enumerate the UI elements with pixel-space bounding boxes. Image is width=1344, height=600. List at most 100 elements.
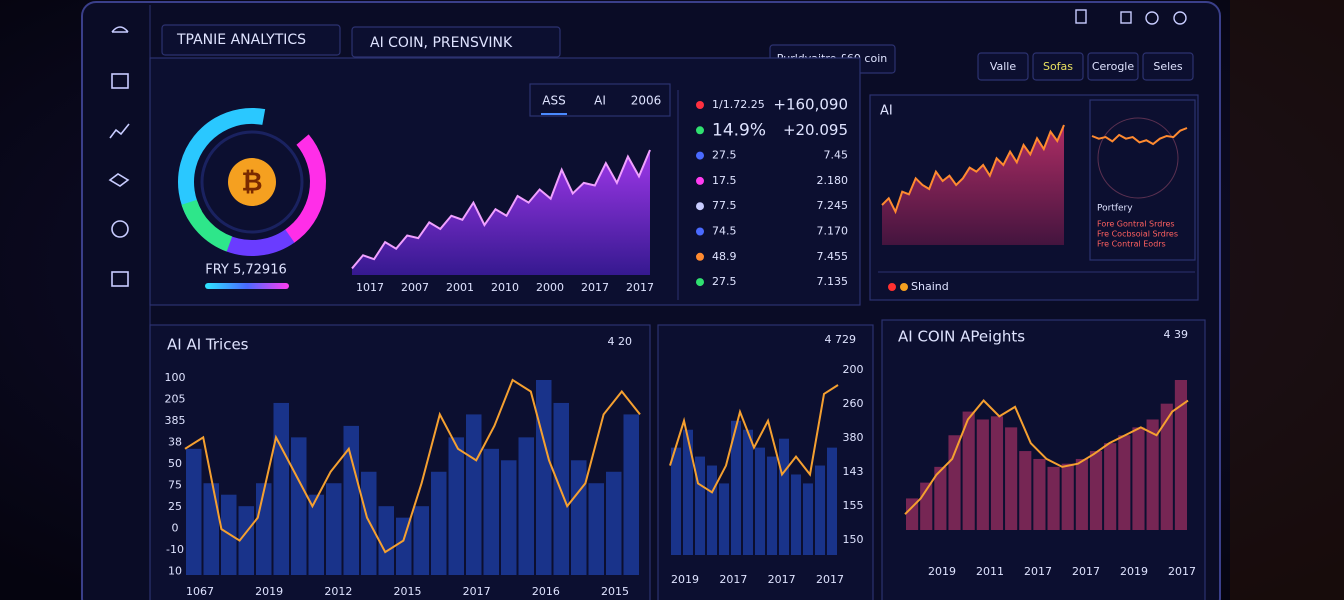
- bar: [906, 498, 919, 530]
- icon: [1075, 9, 1087, 24]
- label: Fre Cocbsoial Srdres: [1097, 230, 1178, 239]
- bar: [1089, 451, 1103, 530]
- icon: [111, 73, 129, 89]
- ticker-value: 2.180: [817, 174, 849, 187]
- sidebar: [108, 26, 130, 287]
- icon: [1145, 11, 1159, 25]
- label: 200: [843, 363, 864, 376]
- bar: [719, 483, 729, 555]
- bar: [767, 456, 777, 555]
- filter-button[interactable]: [1087, 52, 1139, 81]
- ticker-dot: [696, 202, 704, 211]
- ticker-name: 1/1.72.25: [712, 98, 765, 111]
- label: 2019: [671, 573, 699, 586]
- bar: [803, 483, 813, 555]
- coin: [228, 158, 276, 206]
- bar: [606, 471, 622, 575]
- bar: [779, 438, 789, 555]
- panel-title: AI: [880, 104, 893, 119]
- bar: [343, 425, 359, 575]
- label: 155: [843, 499, 864, 512]
- tab[interactable]: [161, 24, 341, 56]
- line: [1091, 127, 1188, 146]
- bar: [1019, 451, 1032, 530]
- filter-button[interactable]: [1032, 52, 1084, 81]
- label: 50: [168, 457, 182, 470]
- bar: [1160, 403, 1173, 530]
- ticker-dot: [696, 278, 704, 287]
- tab-label[interactable]: TPANIE ANALYTICS: [176, 32, 306, 48]
- label: 75: [168, 479, 182, 492]
- label: 2007: [401, 281, 429, 294]
- bar: [948, 435, 961, 530]
- label: 2017: [626, 281, 654, 294]
- icon: [1173, 11, 1187, 25]
- panel-control: 4 39: [1164, 328, 1189, 341]
- label: 2015: [394, 585, 422, 598]
- bar: [588, 483, 604, 575]
- label: AI: [594, 94, 606, 108]
- label: 1067: [186, 585, 214, 598]
- label: 205: [165, 393, 186, 406]
- bar: [378, 506, 394, 575]
- ticker-dot: [696, 176, 704, 185]
- ticker-value: +160,090: [773, 96, 848, 114]
- ticker-name: 48.9: [712, 250, 737, 263]
- label: 2000: [536, 281, 564, 294]
- label: 2019: [255, 585, 283, 598]
- filter-button[interactable]: [1142, 52, 1194, 81]
- inset-ring: [1097, 117, 1179, 199]
- bar: [683, 429, 693, 555]
- label: 143: [843, 465, 864, 478]
- bar: [1132, 427, 1145, 530]
- bar: [815, 465, 825, 555]
- filter-label[interactable]: Cerogle: [1092, 60, 1134, 73]
- ticker-name: 17.5: [712, 174, 737, 187]
- label: 2019: [928, 565, 956, 578]
- ticker-name: 27.5: [712, 149, 737, 162]
- tab-group: [529, 83, 671, 117]
- label: -10: [166, 543, 184, 556]
- ticker-name: 74.5: [712, 225, 737, 238]
- panel-control: 4 20: [608, 335, 633, 348]
- bar: [1075, 458, 1088, 530]
- bar: [1104, 443, 1117, 530]
- bar: [536, 380, 552, 575]
- label: 2012: [324, 585, 352, 598]
- label: 380: [843, 431, 864, 444]
- label: 2017: [768, 573, 796, 586]
- tab-label[interactable]: AI COIN, PRENSVINK: [370, 35, 513, 51]
- filter-label[interactable]: Valle: [990, 60, 1017, 73]
- filter-button[interactable]: [977, 52, 1029, 81]
- coin-icon: ₿: [241, 168, 262, 198]
- ticker-value: 7.135: [817, 275, 849, 288]
- label: 100: [165, 371, 186, 384]
- label: 2010: [491, 281, 519, 294]
- tab[interactable]: [351, 26, 561, 58]
- bar: [976, 419, 989, 530]
- bar: [483, 448, 499, 575]
- label: 150: [843, 533, 864, 546]
- filter-label[interactable]: Seles: [1153, 60, 1183, 73]
- legend-dot: [900, 283, 908, 291]
- bar: [671, 447, 681, 555]
- ticker-dot: [696, 151, 704, 160]
- bar: [791, 474, 801, 555]
- ticker-name: 77.5: [712, 199, 737, 212]
- legend-dot: [888, 283, 896, 291]
- label: Fre Contral Eodrs: [1097, 240, 1166, 249]
- filter-label[interactable]: Sofas: [1043, 60, 1073, 73]
- ticker-value: 7.455: [817, 250, 849, 263]
- panel-title: AI COIN APeights: [898, 328, 1025, 346]
- bar: [501, 460, 517, 575]
- bar: [1061, 463, 1074, 530]
- bar: [755, 447, 765, 555]
- bar: [361, 471, 377, 575]
- bar: [571, 460, 587, 575]
- bar: [695, 456, 705, 555]
- bar: [308, 494, 324, 575]
- label: 385: [165, 414, 186, 427]
- bar: [238, 506, 254, 575]
- label: 2017: [719, 573, 747, 586]
